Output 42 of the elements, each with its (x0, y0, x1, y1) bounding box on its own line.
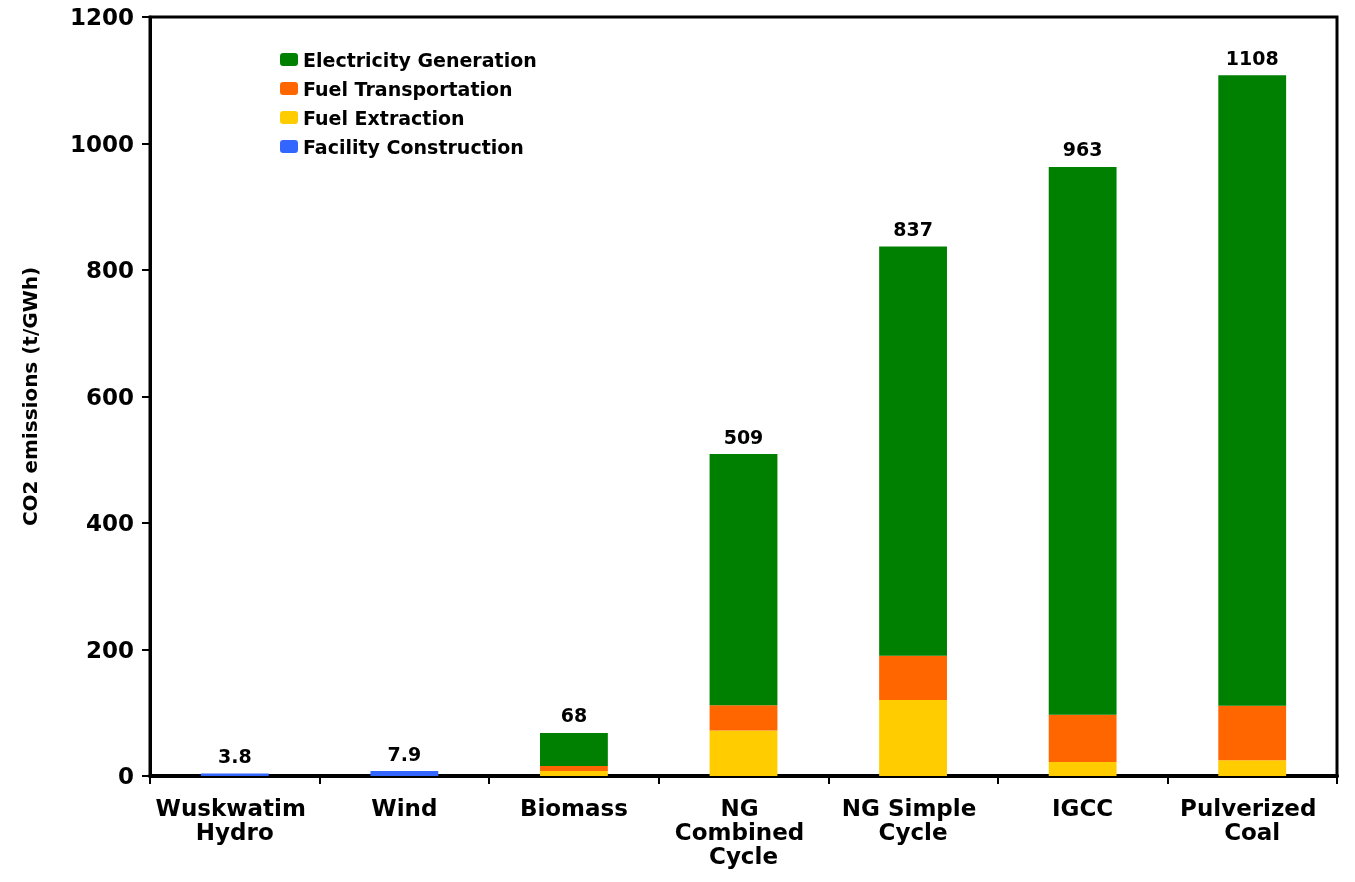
y-tick-label: 0 (117, 763, 134, 789)
total-label: 7.9 (387, 742, 422, 765)
bar (1048, 762, 1117, 776)
x-tick-label: Biomass (519, 795, 628, 821)
bar (1048, 714, 1117, 763)
legend-label: Fuel Transportation (303, 77, 513, 100)
bar (370, 771, 439, 776)
y-tick-label: 200 (85, 636, 134, 663)
total-label: 837 (893, 218, 933, 241)
y-axis-title: CO2 emissions (t/GWh) (18, 266, 42, 527)
y-tick-label: 600 (85, 383, 134, 410)
y-tick-label: 1200 (69, 4, 134, 30)
total-label: 509 (723, 425, 764, 448)
x-tick-label: NG Combined Cycle (674, 795, 813, 869)
x-tick-label: IGCC (1052, 795, 1114, 821)
bar (1218, 760, 1287, 776)
y-tick-label: 400 (85, 510, 134, 536)
x-tick-label: NG Simple Cycle (841, 795, 985, 845)
x-tick-label: Wind (371, 795, 438, 821)
bar (879, 246, 947, 656)
bar (1218, 705, 1287, 761)
x-tick-label: Wuskwatim Hydro (155, 795, 314, 845)
bar (709, 454, 778, 706)
legend-label: Electricity Generation (303, 48, 537, 71)
bar (879, 700, 947, 776)
total-label: 68 (560, 704, 588, 727)
legend-label: Facility Construction (303, 135, 524, 158)
total-label: 1108 (1225, 46, 1279, 69)
bar (540, 765, 608, 771)
y-tick-label: 1000 (69, 130, 134, 157)
bar (1048, 166, 1117, 715)
bar (709, 730, 778, 776)
bar (709, 705, 778, 731)
total-label: 3.8 (217, 745, 252, 768)
total-label: 963 (1062, 138, 1103, 161)
bar (540, 732, 608, 766)
y-tick-label: 800 (85, 257, 134, 283)
bar (879, 655, 947, 701)
bar (1218, 75, 1287, 706)
bar (540, 770, 608, 776)
x-tick-label: Pulverized Coal (1180, 795, 1325, 845)
legend-label: Fuel Extraction (303, 106, 465, 129)
